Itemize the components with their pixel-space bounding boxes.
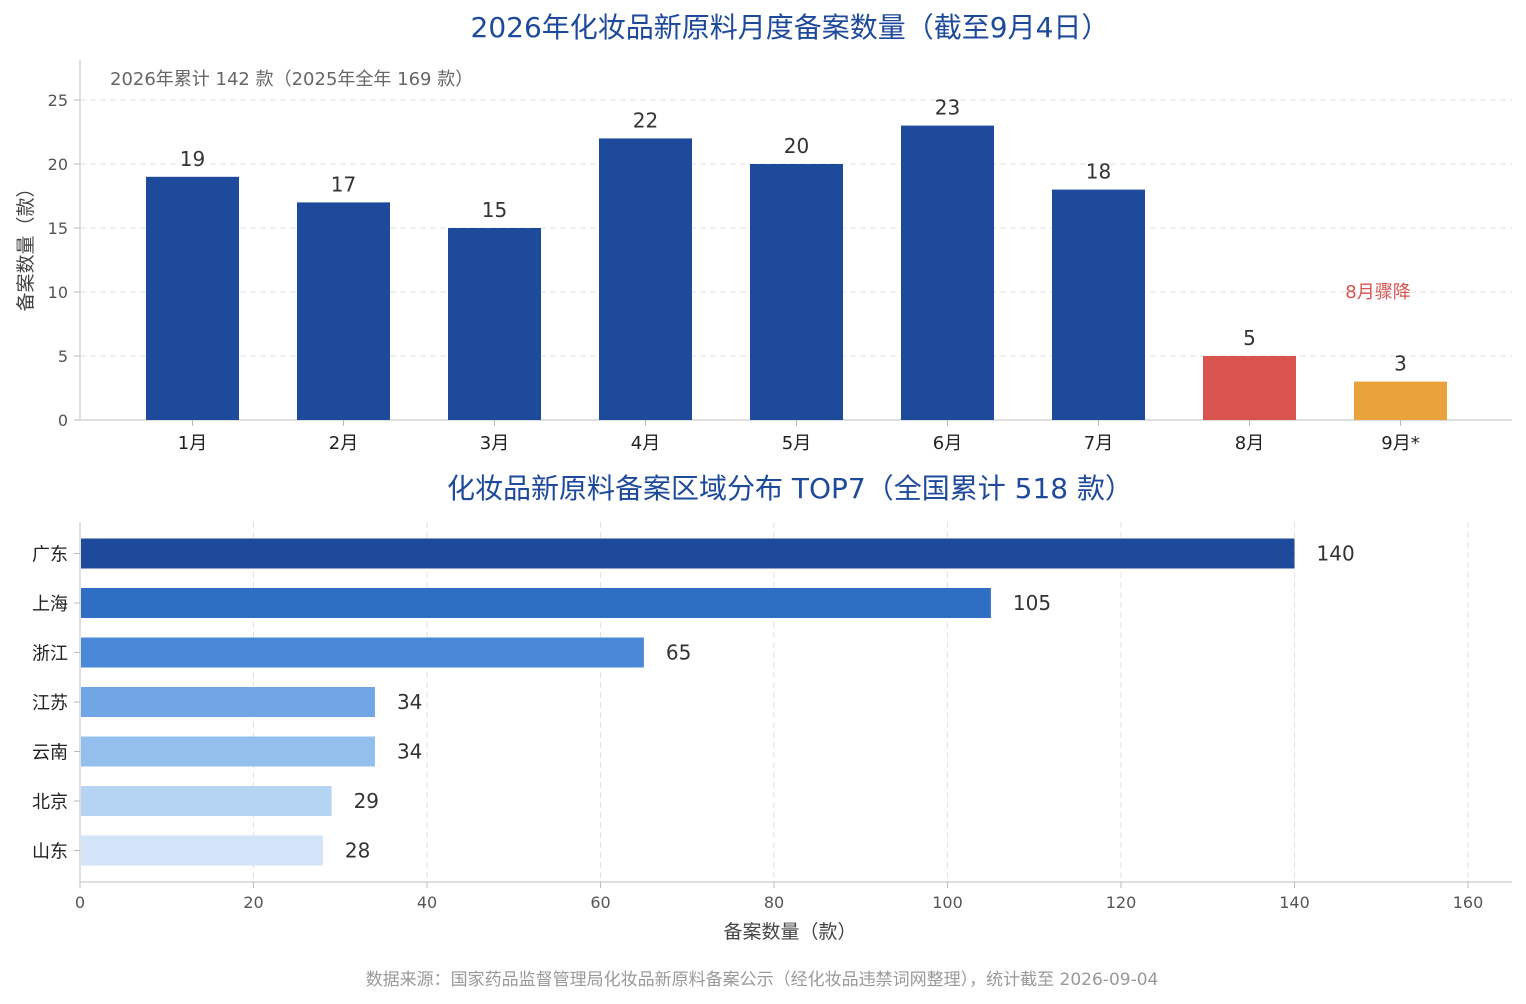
region-bar-value-label: 29 <box>354 789 379 813</box>
monthly-y-tick-label: 5 <box>58 347 68 366</box>
month-bar-value-label: 18 <box>1086 160 1111 184</box>
region-bar-value-label: 65 <box>666 641 691 665</box>
region-x-tick-label: 40 <box>417 893 437 912</box>
region-bar-value-label: 105 <box>1013 591 1051 615</box>
month-category-label: 8月 <box>1235 433 1264 454</box>
month-bar <box>1203 356 1296 420</box>
month-category-label: 4月 <box>631 433 660 454</box>
month-bar <box>297 202 390 420</box>
region-category-label: 云南 <box>32 743 68 764</box>
month-bar-value-label: 17 <box>331 172 356 196</box>
region-category-label: 山东 <box>32 842 68 863</box>
data-source-footer: 数据来源：国家药品监督管理局化妆品新原料备案公示（经化妆品违禁词网整理），统计截… <box>366 970 1159 990</box>
month-category-label: 6月 <box>933 433 962 454</box>
region-x-tick-label: 0 <box>75 893 85 912</box>
monthly-y-tick-label: 0 <box>58 411 68 430</box>
month-category-label: 9月* <box>1381 433 1419 454</box>
region-bar <box>81 687 375 717</box>
region-bar <box>81 786 332 816</box>
month-bar-value-label: 3 <box>1394 352 1407 376</box>
monthly-y-axis-label: 备案数量（款） <box>15 178 37 311</box>
region-bar-value-label: 28 <box>345 839 370 863</box>
region-bar-value-label: 34 <box>397 740 422 764</box>
monthly-y-tick-label: 10 <box>48 283 68 302</box>
monthly-y-tick-label: 20 <box>48 155 68 174</box>
region-category-label: 上海 <box>32 594 68 615</box>
month-category-label: 7月 <box>1084 433 1113 454</box>
region-category-label: 北京 <box>32 792 68 813</box>
month-bar <box>599 138 692 420</box>
region-x-tick-label: 160 <box>1453 893 1484 912</box>
monthly-chart-title: 2026年化妆品新原料月度备案数量（截至9月4日） <box>471 11 1110 44</box>
month-bar <box>1354 381 1447 420</box>
region-x-tick-label: 20 <box>243 893 263 912</box>
region-category-label: 江苏 <box>32 693 68 714</box>
month-bar <box>1052 189 1145 420</box>
month-bar-value-label: 19 <box>180 147 205 171</box>
region-x-axis-label: 备案数量（款） <box>723 921 856 943</box>
monthly-y-tick-label: 25 <box>48 91 68 110</box>
month-bar <box>901 125 994 420</box>
region-bar <box>81 588 991 618</box>
month-bar <box>750 164 843 420</box>
month-bar <box>146 176 239 420</box>
region-bar <box>81 637 644 668</box>
month-bar-value-label: 15 <box>482 198 507 222</box>
region-bar-value-label: 34 <box>397 690 422 714</box>
month-bar-value-label: 23 <box>935 96 960 120</box>
region-bar <box>81 538 1295 569</box>
region-bar <box>81 835 323 866</box>
region-category-label: 浙江 <box>32 644 68 665</box>
month-category-label: 2月 <box>329 433 358 454</box>
month-bar-value-label: 20 <box>784 134 809 158</box>
august-drop-annotation: 8月骤降 <box>1345 282 1410 303</box>
region-x-tick-label: 60 <box>590 893 610 912</box>
region-category-label: 广东 <box>32 545 68 566</box>
region-x-tick-label: 140 <box>1279 893 1310 912</box>
month-bar-value-label: 22 <box>633 108 658 132</box>
region-x-tick-label: 80 <box>764 893 784 912</box>
monthly-y-tick-label: 15 <box>48 219 68 238</box>
region-x-tick-label: 100 <box>932 893 963 912</box>
region-bar <box>81 736 375 767</box>
month-bar <box>448 228 541 420</box>
month-category-label: 5月 <box>782 433 811 454</box>
month-category-label: 1月 <box>178 433 207 454</box>
month-category-label: 3月 <box>480 433 509 454</box>
region-bar-value-label: 140 <box>1317 542 1355 566</box>
monthly-cumulative-note: 2026年累计 142 款（2025年全年 169 款） <box>110 69 473 90</box>
region-chart-title: 化妆品新原料备案区域分布 TOP7（全国累计 518 款） <box>447 472 1133 505</box>
month-bar-value-label: 5 <box>1243 326 1256 350</box>
region-x-tick-label: 120 <box>1106 893 1137 912</box>
